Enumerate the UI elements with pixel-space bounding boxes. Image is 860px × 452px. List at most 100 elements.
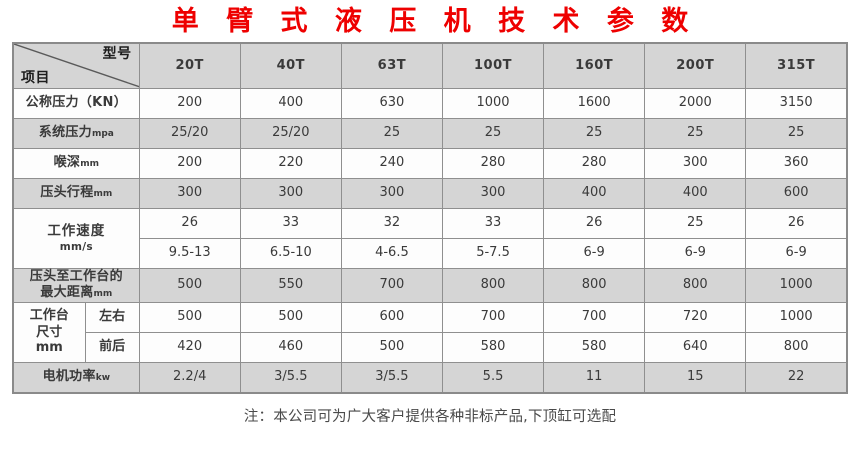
cell-ram-stroke-200t: 400 bbox=[644, 178, 747, 209]
footer-note: 注：本公司可为广大客户提供各种非标产品,下顶缸可选配 bbox=[243, 408, 617, 425]
row-label-max-distance-line2-text: 最大距离 bbox=[40, 285, 94, 301]
cell-throat-depth-315t: 360 bbox=[745, 148, 848, 179]
cell-worktable-lr-200t: 720 bbox=[644, 301, 747, 333]
cell-max-distance-40t: 550 bbox=[239, 268, 342, 303]
cell-working-speed-fast-315t: 26 bbox=[745, 208, 848, 239]
corner-model-label: 型号 bbox=[102, 46, 132, 62]
cell-ram-stroke-100t: 300 bbox=[441, 178, 545, 209]
cell-max-distance-100t: 800 bbox=[441, 268, 545, 303]
cell-working-speed-fast-200t: 25 bbox=[644, 208, 747, 239]
cell-system-pressure-20t: 25/20 bbox=[138, 118, 241, 149]
cell-nominal-pressure-315t: 3150 bbox=[745, 88, 848, 119]
row-label-max-distance-line2: 最大距离mm bbox=[14, 285, 139, 301]
spec-table-container: 型号 项目 20T 40T 63T 100T 160T 200T 315T 公称… bbox=[12, 42, 848, 394]
cell-working-speed-fast-100t: 33 bbox=[441, 208, 545, 239]
row-label-motor-power-text: 电机功率 bbox=[42, 368, 96, 384]
table-row-motor-power: 电机功率kw 2.2/4 3/5.5 3/5.5 5.5 11 15 22 bbox=[12, 361, 848, 393]
table-header-row: 型号 项目 20T 40T 63T 100T 160T 200T 315T bbox=[12, 42, 848, 89]
table-row-working-speed-slow: 9.5-13 6.5-10 4-6.5 5-7.5 6-9 6-9 6-9 bbox=[13, 238, 848, 269]
row-label-worktable-size: 工作台 尺寸 mm bbox=[12, 301, 86, 363]
cell-system-pressure-40t: 25/20 bbox=[239, 118, 342, 149]
cell-worktable-lr-20t: 500 bbox=[138, 301, 241, 333]
cell-worktable-lr-315t: 1000 bbox=[745, 301, 848, 333]
cell-motor-power-315t: 22 bbox=[745, 361, 848, 393]
row-label-working-speed-text: 工作速度 bbox=[47, 222, 106, 239]
diagonal-divider-icon bbox=[14, 44, 139, 88]
table-row-nominal-pressure: 公称压力（KN） 200 400 630 1000 1600 2000 3150 bbox=[12, 88, 848, 119]
row-label-max-distance: 压头至工作台的 最大距离mm bbox=[12, 268, 140, 303]
cell-max-distance-200t: 800 bbox=[644, 268, 747, 303]
table-row-max-distance: 压头至工作台的 最大距离mm 500 550 700 800 800 800 1… bbox=[12, 268, 848, 303]
cell-working-speed-slow-315t: 6-9 bbox=[745, 238, 848, 269]
cell-throat-depth-20t: 200 bbox=[138, 148, 241, 179]
table-row-ram-stroke: 压头行程mm 300 300 300 300 400 400 600 bbox=[12, 178, 848, 209]
model-header-315t: 315T bbox=[745, 42, 848, 89]
cell-worktable-fb-200t: 640 bbox=[644, 331, 747, 363]
row-label-max-distance-line1: 压头至工作台的 bbox=[29, 269, 123, 284]
cell-motor-power-20t: 2.2/4 bbox=[138, 361, 241, 393]
model-header-160t: 160T bbox=[543, 42, 646, 89]
model-header-63t: 63T bbox=[340, 42, 443, 89]
row-unit-max-distance: mm bbox=[93, 289, 113, 300]
row-label-worktable-line1: 工作台 bbox=[29, 308, 69, 324]
cell-working-speed-slow-200t: 6-9 bbox=[644, 238, 747, 269]
table-row-worktable-lr: 工作台 尺寸 mm 左右 500 500 600 700 700 720 100… bbox=[12, 301, 848, 363]
cell-worktable-lr-40t: 500 bbox=[239, 301, 342, 333]
cell-throat-depth-63t: 240 bbox=[340, 148, 443, 179]
hydraulic-press-spec-table: 型号 项目 20T 40T 63T 100T 160T 200T 315T 公称… bbox=[12, 42, 848, 394]
cell-ram-stroke-63t: 300 bbox=[340, 178, 443, 209]
cell-ram-stroke-40t: 300 bbox=[239, 178, 342, 209]
cell-working-speed-fast-40t: 33 bbox=[239, 208, 342, 239]
row-label-worktable-line2: 尺寸 bbox=[36, 324, 63, 340]
cell-working-speed-fast-160t: 26 bbox=[543, 208, 646, 239]
cell-nominal-pressure-20t: 200 bbox=[138, 88, 241, 119]
model-header-40t: 40T bbox=[239, 42, 342, 89]
cell-worktable-fb-160t: 580 bbox=[543, 331, 646, 363]
cell-working-speed-slow-63t: 4-6.5 bbox=[340, 238, 443, 269]
cell-motor-power-40t: 3/5.5 bbox=[239, 361, 342, 393]
cell-throat-depth-100t: 280 bbox=[441, 148, 545, 179]
row-label-nominal-pressure: 公称压力（KN） bbox=[12, 88, 140, 119]
page-title: 单 臂 式 液 压 机 技 术 参 数 bbox=[171, 5, 698, 37]
cell-max-distance-160t: 800 bbox=[543, 268, 646, 303]
cell-system-pressure-315t: 25 bbox=[745, 118, 848, 149]
model-header-100t: 100T bbox=[441, 42, 545, 89]
cell-system-pressure-160t: 25 bbox=[543, 118, 646, 149]
cell-system-pressure-100t: 25 bbox=[441, 118, 545, 149]
table-row-throat-depth: 喉深mm 200 220 240 280 280 300 360 bbox=[12, 148, 848, 179]
row-label-ram-stroke: 压头行程mm bbox=[12, 178, 140, 209]
cell-worktable-lr-63t: 600 bbox=[340, 301, 443, 333]
cell-working-speed-slow-20t: 9.5-13 bbox=[138, 238, 241, 269]
row-label-throat-depth: 喉深mm bbox=[12, 148, 140, 179]
cell-max-distance-20t: 500 bbox=[138, 268, 241, 303]
cell-nominal-pressure-100t: 1000 bbox=[441, 88, 545, 119]
row-unit-system-pressure: mpa bbox=[91, 129, 114, 140]
cell-nominal-pressure-63t: 630 bbox=[340, 88, 443, 119]
cell-working-speed-fast-20t: 26 bbox=[138, 208, 241, 239]
cell-motor-power-200t: 15 bbox=[644, 361, 747, 393]
row-unit-throat-depth: mm bbox=[80, 159, 99, 170]
corner-item-label: 项目 bbox=[21, 69, 50, 86]
cell-nominal-pressure-200t: 2000 bbox=[644, 88, 747, 119]
cell-working-speed-slow-40t: 6.5-10 bbox=[239, 238, 342, 269]
cell-worktable-fb-315t: 800 bbox=[745, 331, 848, 363]
row-sublabel-worktable-lr: 左右 bbox=[84, 301, 140, 333]
model-header-200t: 200T bbox=[644, 42, 747, 89]
row-sublabel-worktable-fb: 前后 bbox=[84, 331, 140, 363]
row-label-system-pressure-text: 系统压力 bbox=[38, 125, 92, 141]
cell-working-speed-slow-100t: 5-7.5 bbox=[441, 238, 545, 269]
cell-throat-depth-40t: 220 bbox=[239, 148, 342, 179]
cell-motor-power-160t: 11 bbox=[543, 361, 646, 393]
cell-system-pressure-63t: 25 bbox=[340, 118, 443, 149]
corner-header-cell: 型号 项目 bbox=[12, 42, 140, 89]
cell-nominal-pressure-160t: 1600 bbox=[543, 88, 646, 119]
cell-ram-stroke-20t: 300 bbox=[138, 178, 241, 209]
cell-throat-depth-200t: 300 bbox=[644, 148, 747, 179]
cell-throat-depth-160t: 280 bbox=[543, 148, 646, 179]
row-label-motor-power: 电机功率kw bbox=[12, 361, 140, 393]
cell-motor-power-100t: 5.5 bbox=[441, 361, 545, 393]
cell-worktable-lr-100t: 700 bbox=[441, 301, 545, 333]
row-label-working-speed: 工作速度 mm/s bbox=[12, 208, 140, 269]
cell-worktable-fb-20t: 420 bbox=[138, 331, 241, 363]
cell-worktable-fb-40t: 460 bbox=[239, 331, 342, 363]
